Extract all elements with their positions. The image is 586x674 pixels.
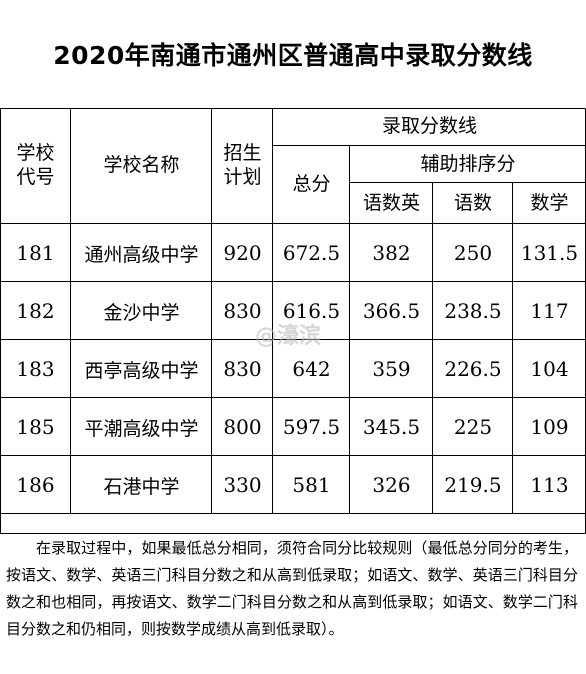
table-cell-plan: 330: [223, 473, 262, 497]
table-cell-cm: 219.5: [444, 473, 502, 497]
table-cell-math: 113: [530, 473, 569, 497]
table-cell-cme: 359: [372, 357, 411, 381]
header-math: 数学: [530, 191, 569, 214]
table-cell-cm: 250: [453, 241, 493, 265]
table-cell-name: 平潮高级中学: [84, 417, 199, 440]
table-cell-total: 581: [292, 473, 331, 497]
table-cell-cme: 345.5: [362, 415, 421, 439]
table-cell-plan: 800: [223, 415, 262, 439]
header-school-name: 学校名称: [103, 154, 180, 177]
table-cell-name: 金沙中学: [103, 301, 180, 324]
watermark: @濠滨: [255, 324, 322, 349]
table-cell-total: 642: [292, 357, 331, 381]
table-cell-plan: 920: [223, 241, 262, 265]
table-cell-cme: 326: [372, 473, 411, 497]
table-cell-total: 597.5: [282, 415, 341, 439]
table-cell-total: 672.5: [282, 241, 341, 265]
table-cell-cm: 225: [453, 415, 493, 439]
table-cell-math: 104: [530, 357, 569, 381]
table-cell-math: 109: [530, 415, 569, 439]
table-cell-cm: 226.5: [444, 357, 502, 381]
table-cell-math: 131.5: [520, 241, 579, 265]
table-cell-plan: 830: [223, 299, 262, 323]
table-cell-total: 616.5: [282, 299, 341, 323]
table-cell-code: 183: [16, 357, 55, 381]
table-cell-name: 西亭高级中学: [84, 359, 199, 382]
table-cell-math: 117: [530, 299, 569, 323]
header-total-score: 总分: [292, 173, 331, 196]
table-cell-name: 通州高级中学: [84, 243, 199, 266]
header-chinese-math-english: 语数英: [362, 191, 420, 214]
table-cell-plan: 830: [223, 357, 262, 381]
table-cell-code: 185: [16, 415, 55, 439]
table-cell-code: 181: [16, 241, 55, 265]
table-cell-cme: 366.5: [362, 299, 421, 323]
tie-break-note: 在录取过程中，如果最低总分相同，须符合同分比较规则（最低总分同分的考生，按语文、…: [6, 539, 578, 638]
header-cutoff-group: 录取分数线: [381, 115, 477, 138]
page-title: 2020年南通市通州区普通高中录取分数线: [53, 41, 533, 70]
header-chinese-math: 语数: [453, 191, 492, 214]
table-cell-name: 石港中学: [103, 475, 180, 498]
table-cell-code: 182: [16, 299, 55, 323]
table-cell-cme: 382: [372, 241, 411, 265]
header-enroll-plan: 招生 计划: [223, 142, 262, 188]
header-school-code: 学校 代号: [16, 142, 55, 188]
table-cell-cm: 238.5: [444, 299, 502, 323]
header-aux-group: 辅助排序分: [420, 152, 516, 175]
table-cell-code: 186: [16, 473, 55, 497]
